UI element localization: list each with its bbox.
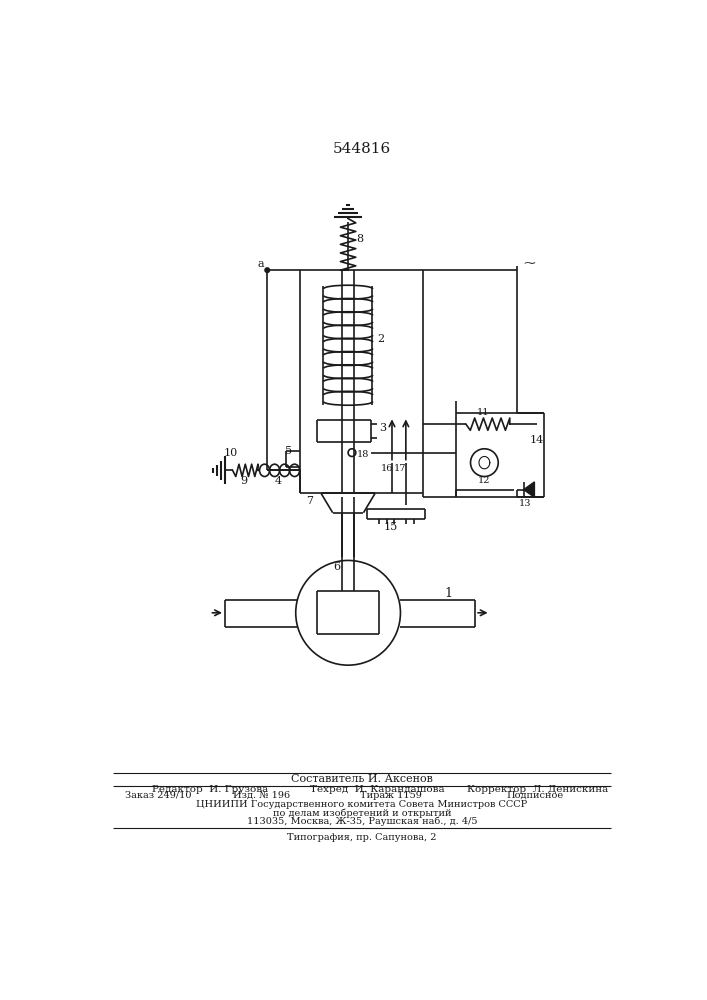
Text: 7: 7 xyxy=(306,496,313,506)
Text: ЦНИИПИ Государственного комитета Совета Министров СССР: ЦНИИПИ Государственного комитета Совета … xyxy=(197,800,527,809)
Text: Заказ 249/10: Заказ 249/10 xyxy=(125,791,192,800)
Text: Техред  И. Карандашова: Техред И. Карандашова xyxy=(310,785,444,794)
Text: 16: 16 xyxy=(380,464,393,473)
Text: Изд. № 196: Изд. № 196 xyxy=(233,791,290,800)
Polygon shape xyxy=(524,482,534,497)
Text: 11: 11 xyxy=(477,408,489,417)
Text: 10: 10 xyxy=(223,448,238,458)
Text: 15: 15 xyxy=(383,522,397,532)
Text: Тираж 1159: Тираж 1159 xyxy=(360,791,421,800)
Text: 18: 18 xyxy=(357,450,370,459)
Text: Типография, пр. Сапунова, 2: Типография, пр. Сапунова, 2 xyxy=(287,833,437,842)
Text: 1: 1 xyxy=(444,587,452,600)
Text: Составитель И. Аксенов: Составитель И. Аксенов xyxy=(291,774,433,784)
Text: Подписное: Подписное xyxy=(506,791,563,800)
Text: 544816: 544816 xyxy=(333,142,391,156)
Text: 5: 5 xyxy=(285,446,293,456)
Text: a: a xyxy=(258,259,264,269)
Text: Корректор  Л. Денискина: Корректор Л. Денискина xyxy=(467,785,609,794)
Text: 14: 14 xyxy=(530,435,544,445)
Text: Редактор  И. Грузова: Редактор И. Грузова xyxy=(152,785,268,794)
Text: 113035, Москва, Ж-35, Раушская наб., д. 4/5: 113035, Москва, Ж-35, Раушская наб., д. … xyxy=(247,817,477,826)
Text: 3: 3 xyxy=(379,423,386,433)
Text: 12: 12 xyxy=(478,476,491,485)
Text: 13: 13 xyxy=(519,499,532,508)
Text: ~: ~ xyxy=(522,254,536,271)
Text: 9: 9 xyxy=(240,476,247,486)
Text: 8: 8 xyxy=(356,234,363,244)
Text: по делам изобретений и открытий: по делам изобретений и открытий xyxy=(273,808,451,818)
Text: 2: 2 xyxy=(378,334,385,344)
Text: 4: 4 xyxy=(274,476,281,486)
Text: 6: 6 xyxy=(333,562,340,572)
Text: 17: 17 xyxy=(395,464,407,473)
Circle shape xyxy=(265,268,269,272)
